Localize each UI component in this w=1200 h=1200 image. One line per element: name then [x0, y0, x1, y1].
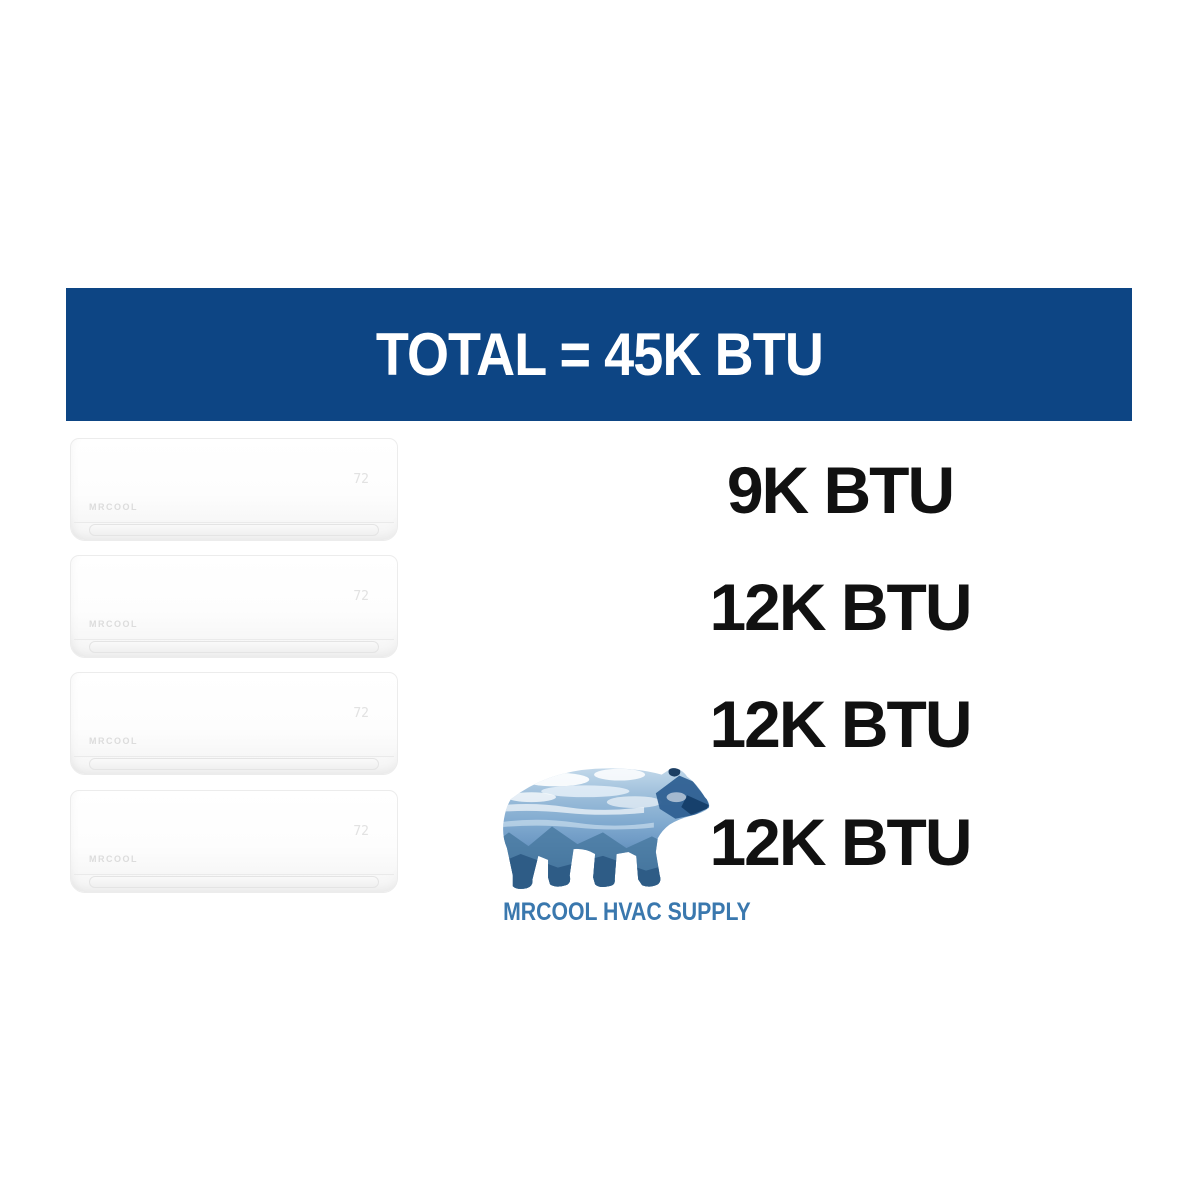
btu-label-1: 9K BTU — [726, 452, 955, 527]
mrcool-hvac-supply-logo: MRCOOL HVAC SUPPLY — [486, 758, 751, 930]
unit-vent-flap — [89, 524, 379, 536]
ac-unit-2: MRCOOL 72 — [70, 555, 398, 658]
unit-vent-lip — [74, 639, 394, 640]
unit-vent-lip — [74, 874, 394, 875]
unit-vent-flap — [89, 876, 379, 888]
btu-label-3: 12K BTU — [709, 686, 972, 761]
ac-unit-3: MRCOOL 72 — [70, 672, 398, 775]
total-banner-text: TOTAL = 45K BTU — [375, 321, 823, 388]
unit-brand-label: MRCOOL — [89, 619, 138, 629]
unit-vent-lip — [74, 522, 394, 523]
btu-label-2: 12K BTU — [709, 569, 972, 644]
btu-label-4: 12K BTU — [709, 804, 972, 879]
unit-temperature-display: 72 — [353, 824, 369, 839]
unit-brand-label: MRCOOL — [89, 736, 138, 746]
unit-vent-flap — [89, 641, 379, 653]
unit-vent-lip — [74, 756, 394, 757]
logo-text: MRCOOL HVAC SUPPLY — [503, 898, 751, 926]
ac-unit-1: MRCOOL 72 — [70, 438, 398, 541]
unit-brand-label: MRCOOL — [89, 854, 138, 864]
unit-brand-label: MRCOOL — [89, 502, 138, 512]
unit-temperature-display: 72 — [353, 472, 369, 487]
unit-temperature-display: 72 — [353, 706, 369, 721]
unit-vent-flap — [89, 758, 379, 770]
unit-temperature-display: 72 — [353, 589, 369, 604]
total-banner: TOTAL = 45K BTU — [66, 288, 1132, 421]
bear-logo-icon — [503, 768, 710, 889]
ac-unit-4: MRCOOL 72 — [70, 790, 398, 893]
